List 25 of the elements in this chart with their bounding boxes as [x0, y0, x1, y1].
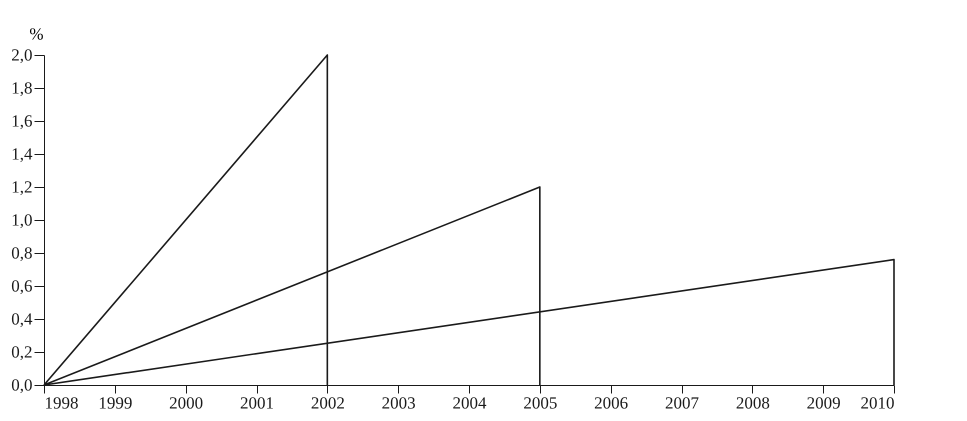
x-tick-label: 2006 [594, 394, 628, 412]
y-tick-label: 1,2 [11, 178, 32, 196]
x-tick-label: 2007 [665, 394, 700, 412]
x-tick-label: 2000 [169, 394, 204, 412]
x-tick-label: 1998 [44, 394, 78, 412]
y-axis-title: % [29, 24, 44, 44]
x-tick-label: 2004 [452, 394, 487, 412]
x-tick-label: 2005 [523, 394, 558, 412]
x-tick-label: 2001 [240, 394, 274, 412]
x-tick-label: 2003 [382, 394, 416, 412]
x-tick-label: 2009 [806, 394, 841, 412]
y-tick-label: 1,8 [11, 78, 32, 98]
x-tick-label: 2008 [736, 394, 770, 412]
y-tick-label: 2,0 [11, 46, 32, 64]
y-tick-label: 0,8 [11, 244, 32, 262]
y-tick-label: 1,4 [11, 144, 33, 164]
x-tick-label: 2002 [310, 394, 345, 412]
y-tick-label: 0,0 [11, 376, 32, 394]
y-tick-label: 1,6 [11, 112, 32, 130]
y-tick-label: 0,6 [11, 276, 32, 296]
x-tick-label: 2010 [860, 394, 894, 412]
x-tick-label: 1999 [98, 394, 132, 412]
y-tick-label: 0,4 [11, 310, 33, 328]
y-tick-label: 1,0 [11, 210, 32, 230]
y-tick-label: 0,2 [11, 342, 32, 362]
